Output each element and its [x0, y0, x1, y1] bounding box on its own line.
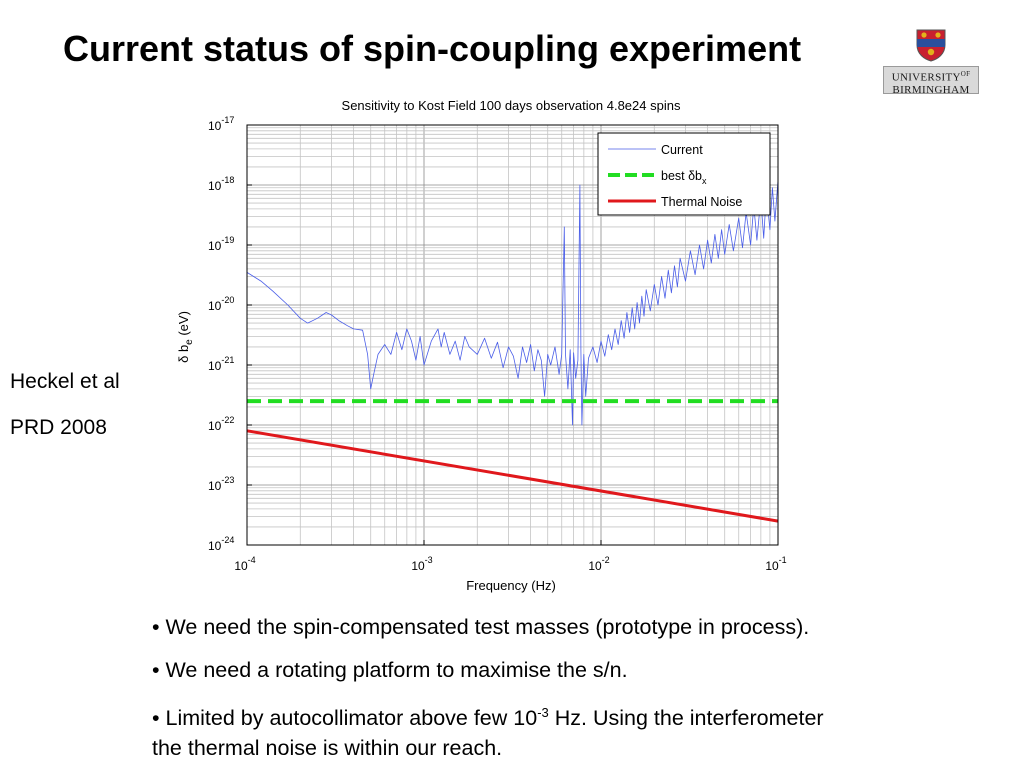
university-logo: UNIVERSITYOF BIRMINGHAM	[882, 28, 982, 96]
y-axis-label-unit: (eV)	[176, 311, 191, 339]
y-tick-label: 10-19	[208, 235, 234, 253]
y-tick-label: 10-24	[208, 535, 234, 553]
y-tick-label: 10-21	[208, 355, 234, 373]
y-axis-label-sub: e	[184, 339, 195, 345]
bullet-exponent: -3	[537, 704, 549, 720]
x-tick-label: 10-4	[234, 555, 255, 573]
y-tick-label: 10-20	[208, 295, 234, 313]
x-tick-label: 10-3	[411, 555, 432, 573]
logo-line1: UNIVERSITY	[891, 71, 961, 84]
y-tick-label: 10-23	[208, 475, 234, 493]
bullet-point: • Limited by autocollimator above few 10…	[152, 703, 852, 763]
chart-title: Sensitivity to Kost Field 100 days obser…	[342, 98, 681, 113]
legend-label: best δbx	[661, 169, 707, 186]
y-axis-label-main: δ b	[176, 345, 191, 363]
chart-series	[246, 180, 779, 523]
x-axis-label: Frequency (Hz)	[466, 578, 556, 593]
logo-line2: BIRMINGHAM	[892, 83, 970, 96]
bullet-point: • We need the spin-compensated test mass…	[152, 615, 810, 639]
bullet-text-cont: Hz. Using the interferometer the thermal…	[152, 706, 824, 760]
y-tick-label: 10-17	[208, 115, 234, 133]
x-tick-label: 10-2	[588, 555, 609, 573]
slide-title: Current status of spin-coupling experime…	[63, 28, 802, 69]
series-thermal-noise-line	[246, 429, 779, 523]
citation-journal: PRD 2008	[10, 416, 107, 439]
bullet-point: • We need a rotating platform to maximis…	[152, 658, 628, 682]
chart-ticks: 10-4 10-3 10-2 10-1 10-17 10-18 10-19 10-20 10-2…	[208, 115, 787, 573]
y-tick-label: 10-18	[208, 175, 234, 193]
bullet-text: • Limited by autocollimator above few 10	[152, 706, 538, 730]
crest-icon	[916, 29, 946, 62]
plot-frame	[246, 124, 779, 546]
y-axis-label: δ be (eV)	[176, 311, 195, 363]
logo-line1-suffix: OF	[960, 70, 971, 78]
chart-legend: Current best δbx Thermal Noise	[597, 132, 771, 216]
logo-wordmark: UNIVERSITYOF BIRMINGHAM	[883, 66, 979, 96]
legend-label: Thermal Noise	[661, 195, 742, 209]
legend-label: Current	[661, 143, 703, 157]
x-tick-label: 10-1	[765, 555, 786, 573]
citation-authors: Heckel et al	[10, 370, 120, 393]
y-tick-label: 10-22	[208, 415, 234, 433]
series-current-line	[246, 180, 779, 426]
